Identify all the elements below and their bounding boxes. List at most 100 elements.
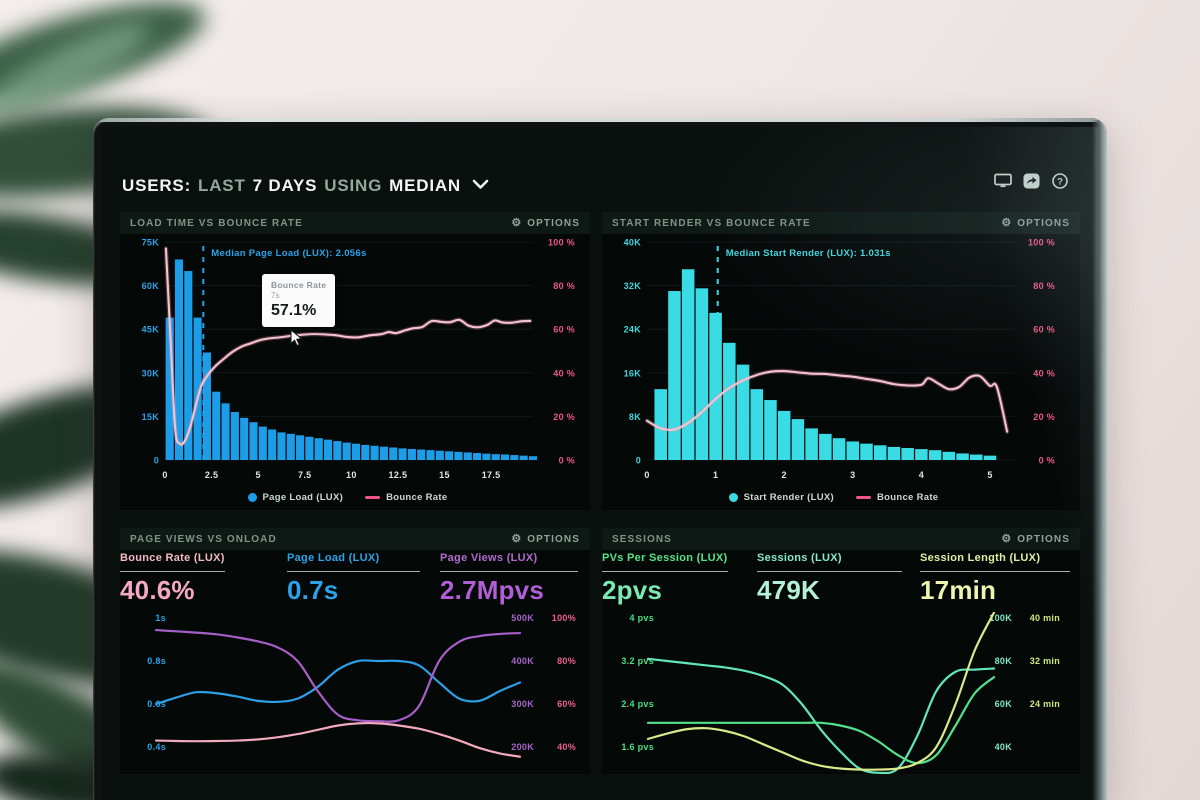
axis-label: 0.8s [147, 656, 166, 666]
legend-line-marker [856, 496, 871, 499]
metric-bounce-rate: Bounce Rate (LUX) 40.6% [120, 552, 225, 606]
axis-label: 2 [782, 470, 787, 480]
chart-tooltip: Bounce Rate 7s 57.1% [262, 274, 336, 327]
trend-line[interactable] [154, 628, 522, 723]
metric-page-views: Page Views (LUX) 2.7Mpvs [440, 552, 578, 606]
legend-line-marker [365, 496, 381, 499]
bounce-rate-line[interactable] [164, 247, 532, 446]
axis-label: 3 [850, 470, 855, 480]
panel-title: LOAD TIME VS BOUNCE RATE [130, 217, 303, 229]
trend-line[interactable] [646, 676, 996, 765]
bounce-rate-line[interactable] [645, 369, 1009, 433]
options-button[interactable]: ⚙ OPTIONS [1001, 216, 1070, 229]
chart-legend: Start Render (LUX) Bounce Rate [647, 492, 1020, 503]
axis-label: 80K [995, 656, 1013, 666]
axis-label: 5 [256, 470, 261, 480]
histogram-bars[interactable] [165, 259, 538, 460]
legend-label: Start Render (LUX) [743, 492, 834, 503]
metric-underline [920, 571, 1070, 572]
metric-label: Sessions (LUX) [757, 552, 842, 564]
header-users-label: USERS: [122, 176, 192, 195]
axis-label: 0 % [1039, 456, 1055, 466]
axis-label: 32K [624, 281, 642, 291]
axis-label: 400K [511, 656, 534, 666]
trend-line[interactable] [154, 721, 522, 758]
sessions-chart[interactable]: 4 pvs 100K 40 min 3.2 pvs 80K 32 min 2.4 pvs 60… [602, 612, 1080, 774]
axis-label: 100 % [548, 238, 575, 248]
header-last-label: LAST [198, 176, 246, 195]
panel-title: PAGE VIEWS VS ONLOAD [130, 533, 277, 545]
legend-item[interactable]: Page Load (LUX) [247, 492, 344, 503]
load-time-chart[interactable]: 75K 100 % 60K 80 % 45K 60 % 30K 40 % 15K 20 % 0 0 %… [120, 234, 590, 510]
axis-label: 40K [995, 742, 1013, 752]
display-icon[interactable] [994, 173, 1012, 189]
svg-text:?: ? [1057, 176, 1063, 187]
axis-label: 60 % [1033, 325, 1055, 335]
metric-value: 40.6% [120, 575, 195, 605]
panel-title: SESSIONS [612, 533, 672, 545]
axis-label: Median Page Load (LUX): 2.056s [211, 248, 366, 259]
legend-item[interactable]: Bounce Rate [856, 492, 938, 503]
axis-label: 40K [624, 238, 642, 248]
chart-legend: Page Load (LUX) Bounce Rate [165, 492, 530, 503]
legend-item[interactable]: Bounce Rate [365, 492, 447, 503]
axis-label: 17.5 [482, 470, 501, 480]
options-button[interactable]: ⚙ OPTIONS [511, 532, 580, 545]
metric-value: 0.7s [287, 575, 339, 605]
metric-value: 2.7Mpvs [440, 575, 545, 605]
share-icon[interactable] [1023, 173, 1041, 189]
axis-label: 4 [919, 470, 924, 480]
trend-line[interactable] [154, 659, 522, 706]
axis-label: 4 pvs [629, 613, 654, 623]
gear-icon: ⚙ [1001, 532, 1013, 545]
header-toolbar: ? [994, 173, 1070, 189]
axis-label: 7.5 [298, 470, 311, 480]
trend-line[interactable] [646, 612, 996, 771]
axis-label: 40 % [1033, 368, 1055, 378]
axis-label: 60 % [553, 325, 575, 335]
metric-underline [440, 571, 578, 572]
page-views-onload-chart[interactable]: 1s 500K 100%0.8s 400K 80%0.6s 300K 60%0.4s 200K… [120, 612, 590, 774]
dashboard-filter-bar[interactable]: USERS: LAST 7 DAYS USING MEDIAN [122, 171, 489, 201]
options-button[interactable]: ⚙ OPTIONS [1001, 532, 1070, 545]
axis-label: 10 [346, 470, 357, 480]
gear-icon: ⚙ [511, 532, 523, 545]
metric-label: Session Length (LUX) [920, 552, 1041, 564]
axis-label: 80 % [1033, 281, 1055, 291]
help-icon[interactable]: ? [1052, 173, 1070, 189]
axis-label: 24K [624, 325, 642, 335]
gear-icon: ⚙ [511, 216, 523, 229]
axis-label: 20 % [1033, 412, 1055, 422]
header-metric-label: MEDIAN [389, 176, 461, 195]
legend-item[interactable]: Start Render (LUX) [728, 492, 834, 503]
metric-session-length: Session Length (LUX) 17min [920, 552, 1070, 606]
start-render-chart[interactable]: 40K 100 % 32K 80 % 24K 60 % 16K 40 % 8K 20 % 0 0 % M… [602, 234, 1080, 510]
axis-label: 80% [557, 656, 576, 666]
axis-label: 20 % [553, 412, 575, 422]
gear-icon: ⚙ [1001, 216, 1013, 229]
axis-label: 0 [636, 456, 641, 466]
panel-header: START RENDER VS BOUNCE RATE ⚙ OPTIONS [602, 212, 1080, 234]
axis-label: 60K [995, 699, 1013, 709]
legend-dot-marker [728, 493, 738, 502]
tooltip-value: 57.1% [271, 302, 317, 319]
axis-label: 0 [162, 470, 167, 480]
axis-label: 2.5 [205, 470, 218, 480]
trend-line[interactable] [646, 657, 996, 774]
axis-label: 32 min [1030, 656, 1060, 666]
options-button[interactable]: ⚙ OPTIONS [511, 216, 580, 229]
chevron-down-icon[interactable] [472, 177, 489, 195]
axis-label: 5 [987, 470, 992, 480]
axis-label: 300K [511, 699, 534, 709]
axis-label: 200K [511, 742, 534, 752]
laptop-bezel-edge [93, 118, 1107, 122]
metric-label: Page Load (LUX) [287, 552, 380, 564]
axis-label: 24 min [1030, 699, 1060, 709]
metric-underline [120, 571, 225, 572]
axis-label: 2.4 pvs [621, 699, 654, 709]
axis-label: 16K [624, 368, 642, 378]
axis-label: 12.5 [389, 470, 408, 480]
axis-label: 1 [713, 470, 718, 480]
axis-label: 500K [511, 613, 534, 623]
histogram-bars[interactable] [654, 269, 997, 460]
